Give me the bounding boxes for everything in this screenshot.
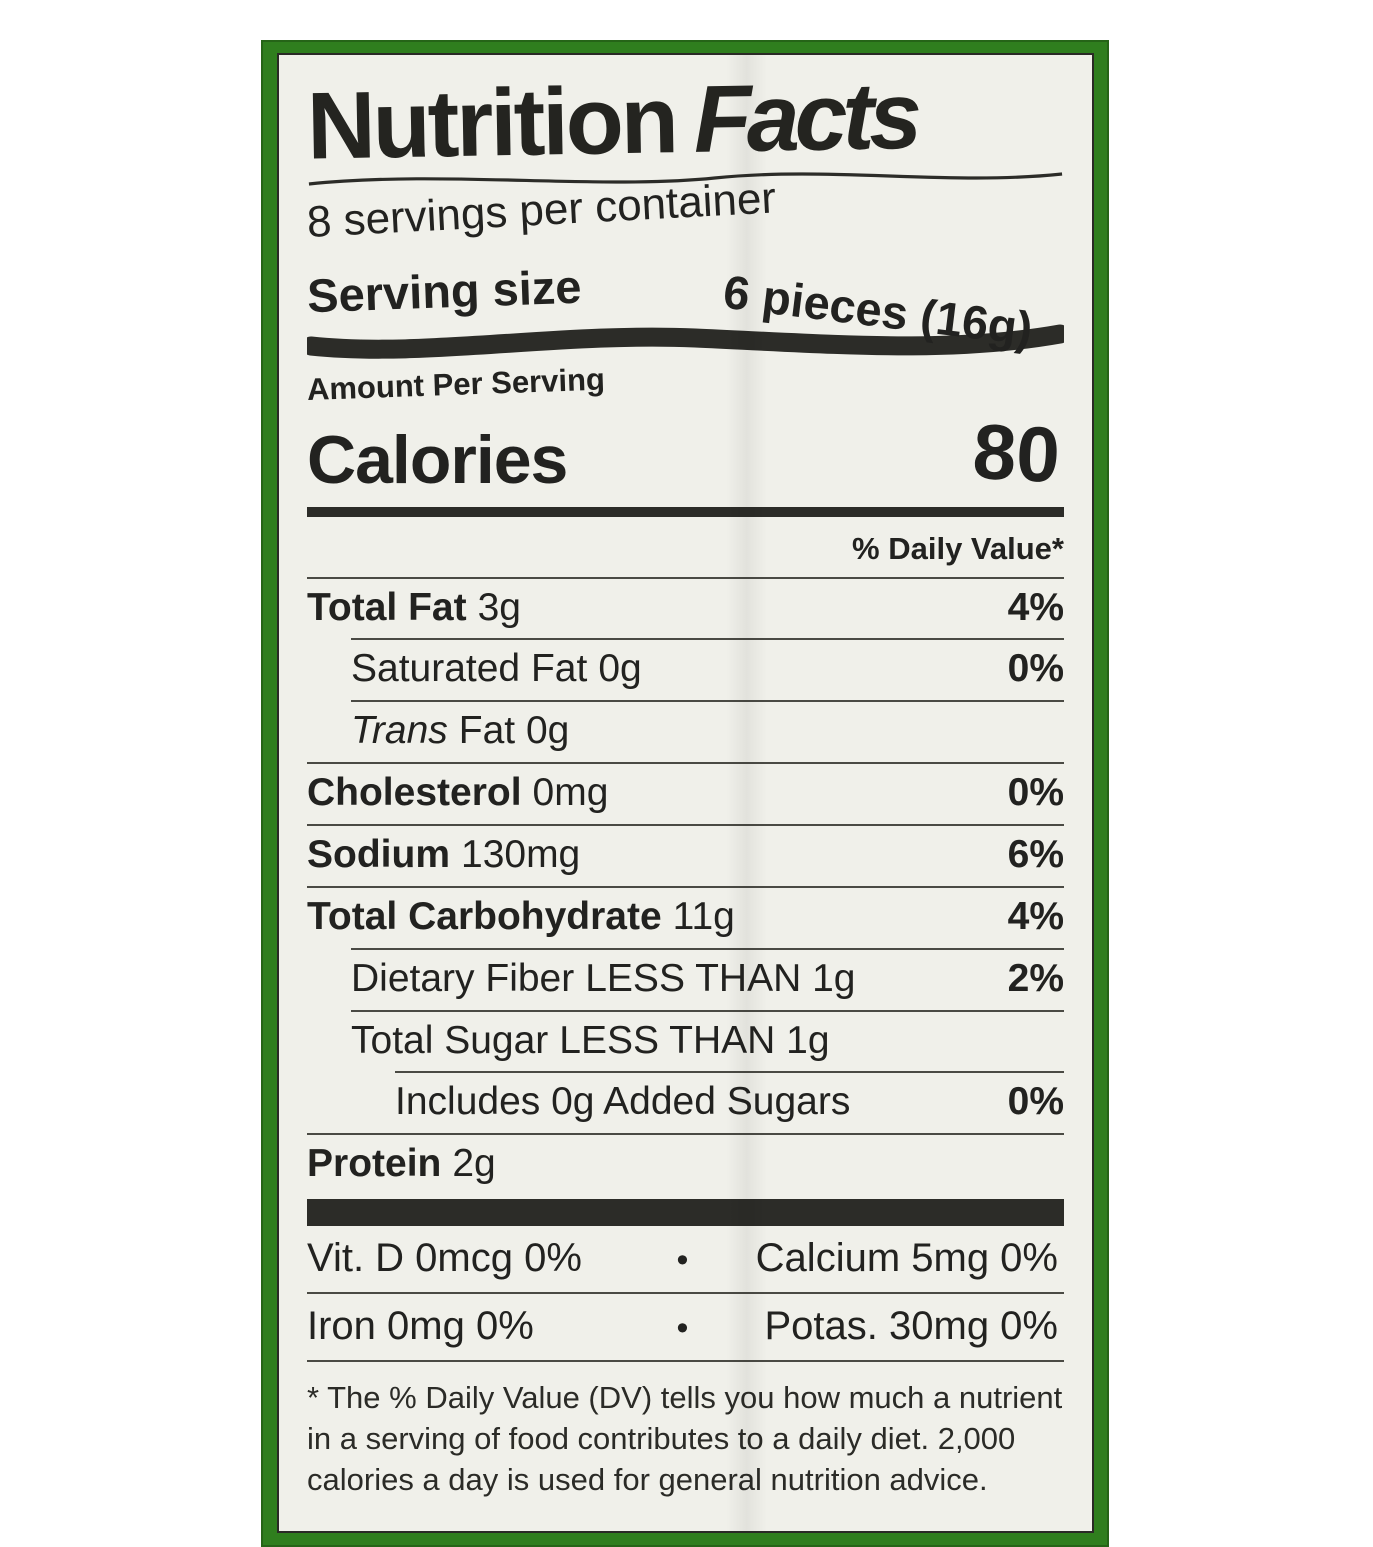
nutrient-row-added-sugars: Includes 0g Added Sugars 0% [395, 1071, 1064, 1133]
nutrient-name: Trans [351, 709, 448, 753]
bullet-separator-icon: • [676, 1241, 689, 1280]
nutrient-amount: 11g [672, 894, 735, 938]
title-word-facts: Facts [692, 62, 918, 173]
bullet-separator-icon: • [676, 1309, 689, 1348]
nutrient-row-cholesterol: Cholesterol 0mg 0% [307, 762, 1064, 824]
protein-divider-bar [307, 1199, 1064, 1227]
nutrient-row-total-carbohydrate: Total Carbohydrate 11g 4% [307, 885, 1064, 948]
nutrient-amount: 2g [452, 1142, 496, 1186]
nutrition-facts-panel: Nutrition Facts 8 servings per container … [277, 53, 1094, 1533]
nutrient-dv: 6% [1007, 832, 1064, 876]
nutrient-name: Includes 0g Added Sugars [395, 1080, 851, 1124]
serving-size-row: Serving size 6 pieces (16g) [306, 241, 1064, 355]
nutrient-amount: 3g [477, 585, 521, 629]
nutrient-row-trans-fat: Trans Fat 0g [351, 700, 1064, 762]
calories-divider-bar [307, 506, 1064, 517]
package-green-edge: Nutrition Facts 8 servings per container … [261, 40, 1109, 1547]
nutrient-name: Total Fat [307, 585, 467, 629]
nutrient-name: Saturated Fat [351, 647, 588, 691]
title-word-nutrition: Nutrition [306, 67, 677, 180]
nutrient-name: Sodium [307, 832, 450, 876]
label-title: Nutrition Facts [306, 62, 1065, 180]
nutrient-amount: LESS THAN 1g [585, 956, 856, 1000]
nutrient-name: Total Sugar [351, 1018, 549, 1062]
micronutrient-row-vitd-calcium: Vit. D 0mcg 0% • Calcium 5mg 0% [307, 1226, 1064, 1292]
daily-value-footnote: * The % Daily Value (DV) tells you how m… [307, 1380, 1063, 1497]
nutrient-name: Cholesterol [307, 771, 522, 815]
nutrient-row-protein: Protein 2g [307, 1133, 1064, 1195]
micronutrient-left: Iron 0mg 0% [307, 1304, 534, 1349]
nutrient-rows: Total Fat 3g 4% Saturated Fat 0g 0% Tran… [307, 576, 1064, 1195]
micronutrient-right: Potas. 30mg 0% [764, 1304, 1059, 1349]
nutrient-amount: 130mg [461, 832, 581, 876]
nutrient-name: Total Carbohydrate [307, 894, 662, 938]
nutrient-dv: 4% [1007, 894, 1064, 938]
nutrient-dv: 2% [1007, 956, 1064, 1000]
nutrient-amount: 0mg [532, 771, 609, 815]
nutrient-dv: 4% [1007, 585, 1064, 629]
micronutrient-right: Calcium 5mg 0% [755, 1236, 1058, 1281]
calories-value: 80 [971, 406, 1063, 499]
nutrient-row-dietary-fiber: Dietary Fiber LESS THAN 1g 2% [351, 947, 1064, 1010]
nutrient-dv: 0% [1007, 771, 1064, 815]
serving-size-label: Serving size [306, 259, 583, 322]
title-underline-wave [308, 172, 1063, 186]
calories-label: Calories [307, 421, 568, 498]
nutrient-row-saturated-fat: Saturated Fat 0g 0% [351, 638, 1064, 700]
nutrient-dv: 0% [1007, 1080, 1064, 1124]
nutrient-row-total-fat: Total Fat 3g 4% [307, 576, 1064, 639]
nutrient-amount: LESS THAN 1g [559, 1018, 830, 1062]
nutrient-amount: 0g [598, 647, 642, 691]
header-divider-wave [307, 324, 1064, 359]
nutrient-amount: Fat 0g [458, 709, 570, 753]
nutrient-name: Protein [307, 1142, 442, 1186]
nutrient-row-sodium: Sodium 130mg 6% [307, 823, 1064, 886]
calories-row: Calories 80 [307, 406, 1064, 499]
micronutrient-rows: Vit. D 0mcg 0% • Calcium 5mg 0% Iron 0mg… [307, 1226, 1064, 1363]
nutrient-row-total-sugar: Total Sugar LESS THAN 1g [351, 1009, 1064, 1072]
nutrient-dv: 0% [1007, 647, 1064, 691]
micronutrient-left: Vit. D 0mcg 0% [307, 1236, 582, 1281]
daily-value-header: % Daily Value* [852, 530, 1064, 566]
nutrient-name: Dietary Fiber [351, 956, 575, 1000]
micronutrient-row-iron-potassium: Iron 0mg 0% • Potas. 30mg 0% [307, 1292, 1064, 1360]
